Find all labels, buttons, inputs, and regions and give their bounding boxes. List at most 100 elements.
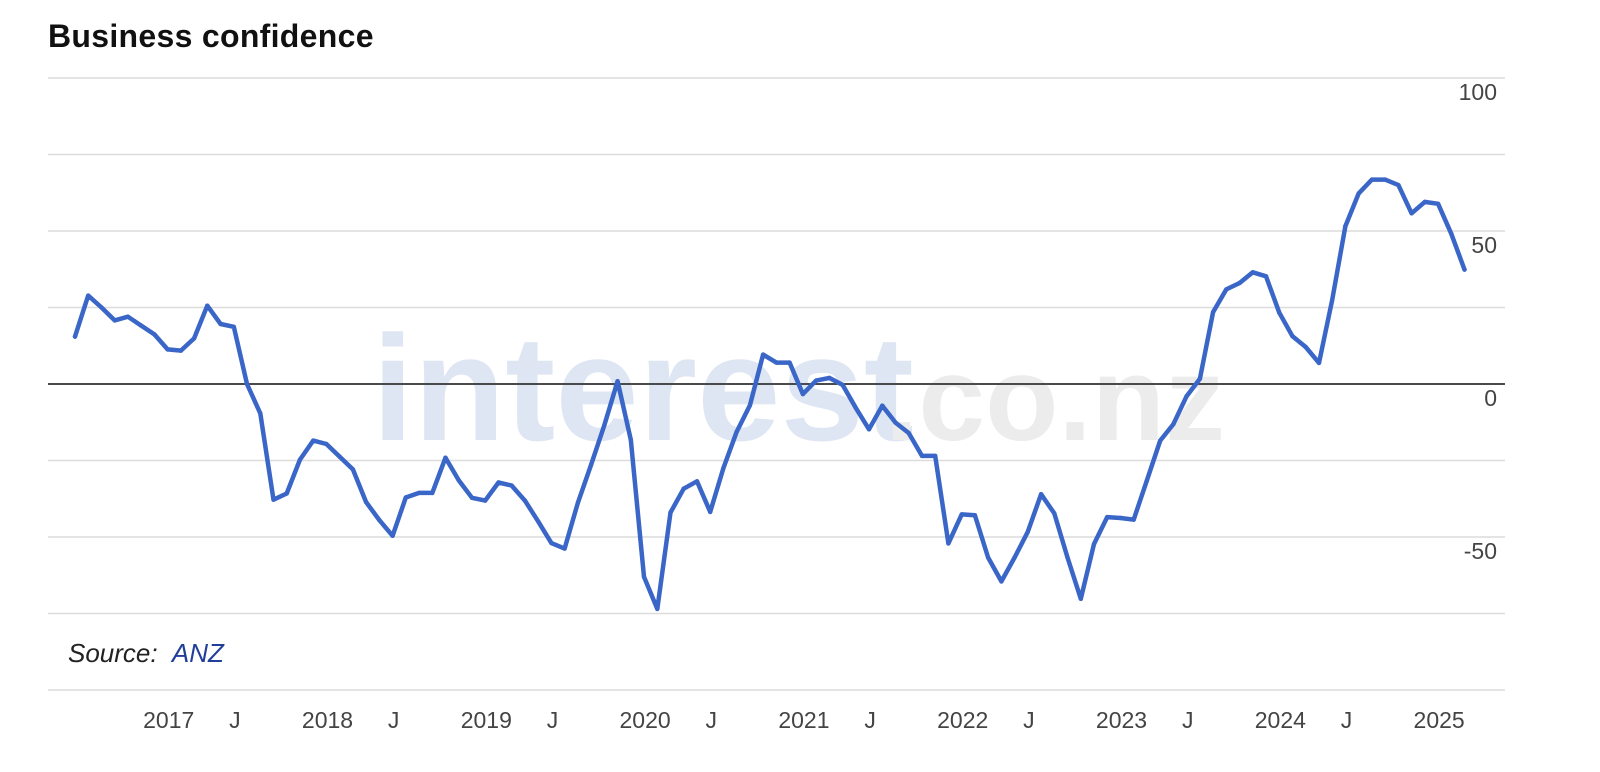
watermark-main: interest xyxy=(372,304,914,472)
data-point xyxy=(602,423,607,428)
data-point xyxy=(562,546,567,551)
series-line xyxy=(72,177,1467,612)
data-point xyxy=(165,347,170,352)
data-point xyxy=(1118,515,1123,521)
data-point xyxy=(813,378,819,383)
x-tick-label: 2022 xyxy=(937,707,988,733)
data-point xyxy=(86,293,91,298)
data-point xyxy=(1449,231,1454,236)
data-point xyxy=(152,332,157,337)
data-point xyxy=(1435,201,1441,206)
series-group xyxy=(72,177,1467,612)
data-point xyxy=(734,429,739,434)
x-tick-label: 2020 xyxy=(620,707,671,733)
data-point xyxy=(1131,517,1136,522)
data-point xyxy=(946,541,951,546)
x-tick-label: 2025 xyxy=(1414,707,1465,733)
data-point xyxy=(655,606,660,612)
x-tick-label: 2019 xyxy=(461,707,512,733)
data-point xyxy=(549,540,554,546)
data-point xyxy=(1065,555,1070,560)
data-point xyxy=(416,490,422,496)
data-point xyxy=(271,497,276,502)
source-note: Source: ANZ xyxy=(68,638,225,668)
data-point xyxy=(1197,376,1203,381)
x-tick-label: J xyxy=(1182,707,1194,733)
watermark: interest .co.nz xyxy=(372,304,1225,472)
data-point xyxy=(258,411,263,416)
data-point xyxy=(721,465,726,471)
x-tick-label: J xyxy=(229,707,241,733)
data-point xyxy=(827,375,832,381)
y-tick-label: 0 xyxy=(1484,385,1497,411)
data-point xyxy=(1369,177,1375,182)
data-point xyxy=(1396,182,1401,188)
data-point xyxy=(456,478,461,483)
data-point xyxy=(668,510,673,515)
data-point xyxy=(350,467,356,472)
data-point xyxy=(403,495,408,500)
data-point xyxy=(1409,211,1414,216)
x-tick-label: J xyxy=(864,707,876,733)
data-point xyxy=(933,453,938,459)
data-point xyxy=(1316,360,1322,366)
data-point xyxy=(390,533,395,538)
data-point xyxy=(1263,274,1269,279)
data-point xyxy=(1158,438,1163,443)
y-axis-labels: 100 50 0 -50 xyxy=(1459,79,1497,564)
x-tick-label: 2018 xyxy=(302,707,353,733)
data-point xyxy=(787,360,792,365)
data-point xyxy=(866,427,872,432)
data-point xyxy=(1012,555,1017,560)
data-point xyxy=(959,512,964,517)
watermark-suffix: .co.nz xyxy=(885,332,1225,466)
data-point xyxy=(628,437,633,442)
data-point xyxy=(1356,191,1361,196)
source-link[interactable]: ANZ xyxy=(170,638,225,668)
x-tick-label: J xyxy=(388,707,400,733)
data-point xyxy=(1462,267,1467,272)
data-point xyxy=(377,518,382,523)
data-point xyxy=(139,323,144,328)
data-point xyxy=(284,491,289,496)
data-point xyxy=(205,303,210,308)
data-point xyxy=(880,403,885,408)
data-point xyxy=(1171,421,1176,427)
data-point xyxy=(1422,199,1428,205)
data-point xyxy=(1025,529,1031,534)
data-point xyxy=(469,495,475,500)
data-point xyxy=(363,499,369,505)
data-point xyxy=(72,334,78,339)
data-point xyxy=(708,509,713,515)
data-point xyxy=(522,498,528,503)
data-point xyxy=(311,438,316,443)
x-tick-label: 2021 xyxy=(778,707,829,733)
data-point xyxy=(1091,541,1097,547)
gridlines xyxy=(48,77,1505,691)
data-point xyxy=(430,490,435,496)
data-point xyxy=(641,574,647,579)
x-tick-label: 2023 xyxy=(1096,707,1147,733)
data-point xyxy=(178,348,184,353)
data-point xyxy=(297,457,303,462)
data-point xyxy=(1330,297,1335,303)
data-point xyxy=(1144,478,1150,483)
data-point xyxy=(853,405,858,411)
data-point xyxy=(1237,280,1242,286)
data-point xyxy=(324,441,329,447)
data-point xyxy=(1277,310,1282,315)
x-tick-label: J xyxy=(547,707,559,733)
data-point xyxy=(1210,309,1216,315)
data-point xyxy=(191,336,197,341)
y-tick-label: 50 xyxy=(1471,232,1497,258)
data-point xyxy=(443,455,448,460)
x-tick-label: J xyxy=(1023,707,1035,733)
data-point xyxy=(1250,270,1256,275)
data-point xyxy=(244,381,250,387)
source-label: Source: xyxy=(68,638,158,668)
data-point xyxy=(1105,514,1110,520)
data-point xyxy=(999,579,1004,584)
data-point xyxy=(218,321,223,327)
data-point xyxy=(760,352,766,357)
